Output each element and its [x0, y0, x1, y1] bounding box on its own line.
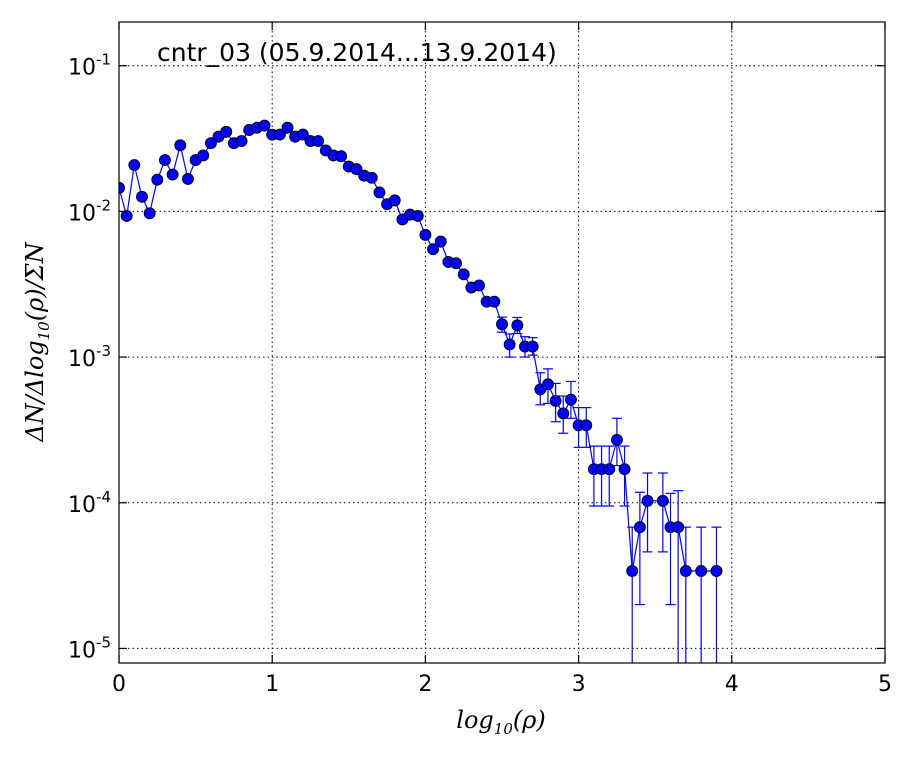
- data-point: [350, 163, 363, 176]
- data-point: [503, 338, 516, 351]
- data-point: [626, 565, 639, 577]
- data-point: [181, 172, 194, 185]
- x-tick-label: 4: [725, 672, 739, 697]
- data-point: [633, 521, 646, 534]
- data-point: [672, 521, 685, 534]
- data-point: [496, 318, 508, 331]
- data-point: [679, 565, 692, 577]
- data-point: [511, 319, 524, 332]
- data-point: [603, 463, 616, 476]
- plot-frame: [118, 21, 886, 664]
- data-point: [419, 228, 432, 241]
- data-point: [119, 181, 125, 194]
- y-tick-label: 10-2: [68, 196, 111, 226]
- data-point: [197, 149, 210, 162]
- y-tick-label: 10-5: [68, 633, 111, 663]
- data-series: [119, 119, 723, 663]
- data-point: [258, 119, 271, 132]
- data-point: [656, 494, 669, 507]
- data-point: [120, 210, 133, 222]
- x-tick-label: 2: [418, 672, 432, 697]
- data-point: [220, 125, 233, 138]
- data-point: [296, 128, 309, 141]
- data-point: [166, 168, 179, 181]
- data-point: [549, 394, 562, 407]
- data-point: [427, 243, 440, 256]
- data-point: [365, 171, 378, 184]
- data-point: [411, 210, 424, 222]
- data-point: [564, 393, 577, 406]
- chart-title: cntr_03 (05.9.2014...13.9.2014): [157, 38, 557, 67]
- data-point: [151, 173, 164, 186]
- y-axis-title: ΔN/Δlog10(ρ)/ΣN: [21, 241, 53, 442]
- data-point: [235, 135, 248, 147]
- y-tick-label: 10-3: [68, 342, 111, 372]
- x-tick-label: 1: [265, 672, 279, 697]
- grid: [118, 22, 886, 663]
- series-line: [119, 124, 717, 572]
- data-point: [335, 150, 348, 163]
- data-point: [388, 194, 401, 207]
- data-point: [610, 433, 623, 446]
- data-point: [557, 407, 570, 420]
- x-tick-label: 3: [572, 672, 586, 697]
- data-point: [526, 340, 539, 353]
- data-point: [473, 279, 485, 292]
- y-tick-label: 10-4: [68, 488, 111, 518]
- data-point: [450, 257, 462, 270]
- data-point: [488, 295, 501, 308]
- data-point: [128, 159, 141, 172]
- data-point: [136, 190, 148, 203]
- data-point: [710, 565, 723, 577]
- data-point: [281, 121, 294, 134]
- data-point: [204, 137, 217, 150]
- data-point: [143, 207, 156, 220]
- data-point: [542, 378, 554, 391]
- data-point: [434, 235, 447, 248]
- data-point: [580, 419, 593, 432]
- data-point: [174, 139, 187, 152]
- data-point: [695, 565, 708, 577]
- ticks: 0 1 2 3 4 5 10-1 10-2 10-3 10-4 10-5: [68, 22, 892, 697]
- y-tick-label: 10-1: [68, 51, 111, 81]
- x-tick-label: 0: [112, 672, 126, 697]
- data-point: [273, 128, 286, 141]
- data-point: [457, 268, 470, 281]
- x-tick-label: 5: [878, 672, 892, 697]
- data-point: [373, 186, 386, 199]
- data-point: [641, 494, 654, 507]
- data-point: [312, 135, 325, 147]
- data-point: [159, 154, 171, 167]
- x-axis-title: log10(ρ): [456, 706, 545, 738]
- data-point: [618, 463, 631, 476]
